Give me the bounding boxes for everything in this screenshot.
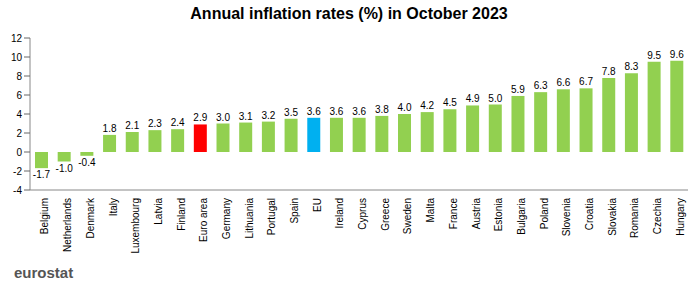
svg-text:Hungary: Hungary <box>675 198 686 236</box>
svg-text:Netherlands: Netherlands <box>62 198 73 252</box>
svg-text:-4: -4 <box>13 185 22 196</box>
svg-text:2: 2 <box>16 128 22 139</box>
svg-text:Sweden: Sweden <box>402 198 413 234</box>
svg-text:3.6: 3.6 <box>352 106 366 117</box>
svg-text:3.2: 3.2 <box>261 110 275 121</box>
svg-text:Slovakia: Slovakia <box>607 198 618 236</box>
svg-text:10: 10 <box>11 52 23 63</box>
svg-text:1.8: 1.8 <box>103 123 117 134</box>
svg-text:Belgium: Belgium <box>39 198 50 234</box>
svg-text:Malta: Malta <box>425 198 436 223</box>
svg-text:4.2: 4.2 <box>420 100 434 111</box>
svg-text:Slovenia: Slovenia <box>561 198 572 237</box>
svg-text:Bulgaria: Bulgaria <box>516 198 527 235</box>
svg-text:12: 12 <box>11 33 23 44</box>
svg-text:6.7: 6.7 <box>579 76 593 87</box>
svg-text:3.1: 3.1 <box>239 111 253 122</box>
svg-text:4: 4 <box>16 109 22 120</box>
svg-text:-1.0: -1.0 <box>56 163 74 174</box>
html-text:Annual inflation rates (%) in: Annual inflation rates (%) in October 20… <box>190 5 508 22</box>
svg-text:8: 8 <box>16 71 22 82</box>
svg-text:Romania: Romania <box>629 198 640 238</box>
svg-text:6: 6 <box>16 90 22 101</box>
svg-text:4.5: 4.5 <box>443 97 457 108</box>
svg-text:3.6: 3.6 <box>307 106 321 117</box>
svg-text:7.8: 7.8 <box>602 66 616 77</box>
svg-text:France: France <box>448 198 459 230</box>
svg-text:3.8: 3.8 <box>375 104 389 115</box>
html-text:eurostat: eurostat <box>14 264 74 281</box>
svg-text:2.4: 2.4 <box>171 117 185 128</box>
svg-text:Lithuania: Lithuania <box>244 198 255 239</box>
svg-text:8.3: 8.3 <box>624 61 638 72</box>
svg-text:Spain: Spain <box>289 198 300 224</box>
svg-text:Cyprus: Cyprus <box>357 198 368 230</box>
svg-text:9.6: 9.6 <box>670 49 684 60</box>
svg-text:Estonia: Estonia <box>493 198 504 232</box>
svg-text:Austria: Austria <box>471 198 482 230</box>
svg-text:3.6: 3.6 <box>330 106 344 117</box>
svg-text:Portugal: Portugal <box>266 198 277 235</box>
svg-text:Latvia: Latvia <box>153 198 164 225</box>
svg-text:Poland: Poland <box>539 198 550 229</box>
svg-text:3.0: 3.0 <box>216 112 230 123</box>
svg-text:Ireland: Ireland <box>334 198 345 229</box>
svg-text:2.1: 2.1 <box>125 120 139 131</box>
svg-text:9.5: 9.5 <box>647 50 661 61</box>
svg-text:Germany: Germany <box>221 198 232 239</box>
svg-text:-2: -2 <box>13 166 22 177</box>
svg-text:Czechia: Czechia <box>652 198 663 235</box>
svg-text:-0.4: -0.4 <box>78 157 96 168</box>
svg-text:Croatia: Croatia <box>584 198 595 231</box>
svg-text:Greece: Greece <box>380 198 391 231</box>
svg-text:Finland: Finland <box>176 198 187 231</box>
svg-text:Luxembourg: Luxembourg <box>130 198 141 254</box>
svg-text:0: 0 <box>16 147 22 158</box>
svg-text:4.0: 4.0 <box>398 102 412 113</box>
svg-text:5.0: 5.0 <box>488 93 502 104</box>
svg-text:2.3: 2.3 <box>148 118 162 129</box>
svg-text:2.9: 2.9 <box>193 112 207 123</box>
svg-text:-1.7: -1.7 <box>33 169 51 180</box>
svg-text:6.3: 6.3 <box>534 80 548 91</box>
svg-text:4.9: 4.9 <box>466 93 480 104</box>
svg-text:5.9: 5.9 <box>511 84 525 95</box>
svg-text:Euro area: Euro area <box>198 198 209 242</box>
svg-text:6.6: 6.6 <box>556 77 570 88</box>
svg-text:3.5: 3.5 <box>284 107 298 118</box>
svg-text:Denmark: Denmark <box>85 197 96 239</box>
svg-text:EU: EU <box>312 198 323 212</box>
svg-text:Italy: Italy <box>108 198 119 216</box>
